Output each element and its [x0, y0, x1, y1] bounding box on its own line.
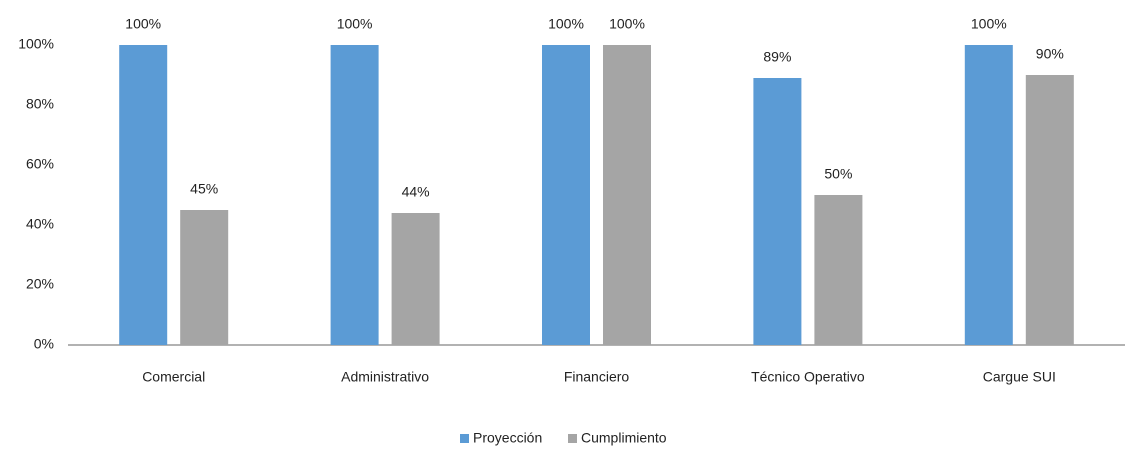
x-tick-label: Financiero	[564, 369, 630, 385]
data-label: 89%	[763, 49, 791, 65]
x-tick-label: Comercial	[142, 369, 205, 385]
y-tick-label: 0%	[34, 336, 54, 352]
legend-label: Proyección	[473, 430, 542, 446]
bar	[814, 195, 863, 345]
bar	[542, 45, 590, 345]
x-tick-label: Cargue SUI	[983, 369, 1056, 385]
x-tick-label: Administrativo	[341, 369, 429, 385]
x-tick-label: Técnico Operativo	[751, 369, 865, 385]
data-label: 90%	[1036, 46, 1064, 62]
data-label: 100%	[971, 16, 1007, 32]
data-label: 100%	[548, 16, 584, 32]
bar	[603, 45, 651, 345]
bar	[964, 45, 1013, 345]
y-tick-label: 40%	[26, 216, 54, 232]
bar	[119, 45, 168, 345]
bar	[753, 78, 802, 345]
legend-label: Cumplimiento	[581, 430, 667, 446]
data-label: 45%	[190, 181, 218, 197]
data-label: 50%	[824, 166, 852, 182]
y-tick-label: 60%	[26, 156, 54, 172]
y-tick-label: 20%	[26, 276, 54, 292]
data-label: 100%	[609, 16, 645, 32]
data-label: 100%	[337, 16, 373, 32]
y-tick-label: 100%	[18, 36, 54, 52]
y-tick-label: 80%	[26, 96, 54, 112]
legend-swatch	[568, 434, 577, 443]
bar	[180, 210, 229, 345]
legend-swatch	[460, 434, 469, 443]
bar	[330, 45, 379, 345]
bar	[391, 213, 440, 345]
data-label: 44%	[402, 184, 430, 200]
data-label: 100%	[125, 16, 161, 32]
bar	[1025, 75, 1074, 345]
